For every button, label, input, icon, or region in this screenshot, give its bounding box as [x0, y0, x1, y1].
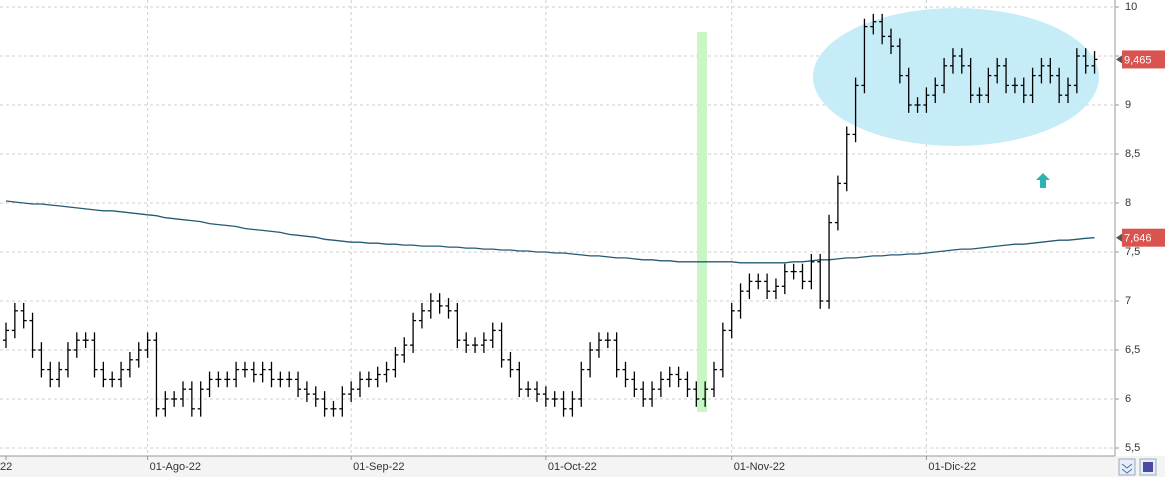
x-tick-label: 01-Sep-22 — [353, 461, 404, 473]
x-tick-label: 01-Ago-22 — [150, 461, 201, 473]
y-tick-label: 6,5 — [1125, 344, 1140, 356]
price-tag-label: 9,465 — [1124, 54, 1152, 66]
price-tag-label: 7,646 — [1124, 233, 1152, 245]
x-tick-label: 01-Nov-22 — [734, 461, 785, 473]
price-tag — [1122, 50, 1165, 69]
y-tick-label: 5,5 — [1125, 442, 1140, 454]
zoom-button[interactable] — [1118, 458, 1136, 476]
y-tick-label: 8 — [1125, 197, 1131, 209]
price-tag — [1122, 228, 1165, 247]
highlight-band — [697, 32, 707, 412]
x-tick-label: 22 — [0, 461, 12, 473]
up-arrow — [1036, 173, 1050, 188]
y-tick-label: 10 — [1125, 1, 1137, 13]
y-tick-label: 6 — [1125, 393, 1131, 405]
average-line — [5, 200, 1095, 264]
marks-layer — [3, 13, 1098, 417]
price-tag-pointer — [1116, 55, 1122, 64]
x-axis-band — [0, 456, 1165, 477]
y-tick-label: 9 — [1125, 99, 1131, 111]
x-tick-label: 01-Dic-22 — [928, 461, 976, 473]
y-tick-label: 7,5 — [1125, 246, 1140, 258]
grid-layer — [0, 0, 1115, 456]
highlight-ellipse — [813, 8, 1099, 146]
y-tick-label: 8,5 — [1125, 148, 1140, 160]
y-tick-label: 7 — [1125, 295, 1131, 307]
zoom-icon — [1121, 463, 1133, 474]
save-icon — [1143, 462, 1153, 472]
x-tick-label: 01-Oct-22 — [548, 461, 597, 473]
price-tag-pointer — [1116, 233, 1122, 242]
